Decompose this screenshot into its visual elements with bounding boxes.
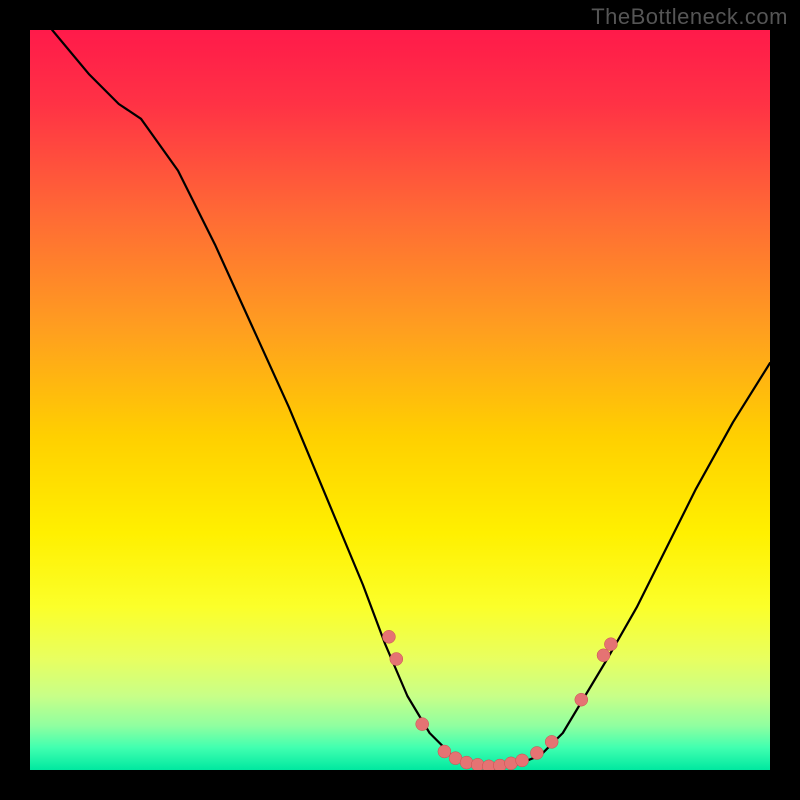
data-marker [382, 630, 395, 643]
bottleneck-curve [52, 30, 770, 766]
data-marker [604, 638, 617, 651]
chart-root: TheBottleneck.com [0, 0, 800, 800]
data-marker [471, 758, 484, 770]
data-marker [416, 718, 429, 731]
data-marker [530, 746, 543, 759]
data-marker [575, 693, 588, 706]
marker-group [382, 630, 617, 770]
data-marker [516, 754, 529, 767]
data-marker [438, 745, 451, 758]
data-marker [390, 653, 403, 666]
plot-area [30, 30, 770, 770]
attribution-watermark: TheBottleneck.com [591, 4, 788, 30]
data-marker [545, 735, 558, 748]
data-marker [460, 756, 473, 769]
chart-overlay [30, 30, 770, 770]
data-marker [597, 649, 610, 662]
